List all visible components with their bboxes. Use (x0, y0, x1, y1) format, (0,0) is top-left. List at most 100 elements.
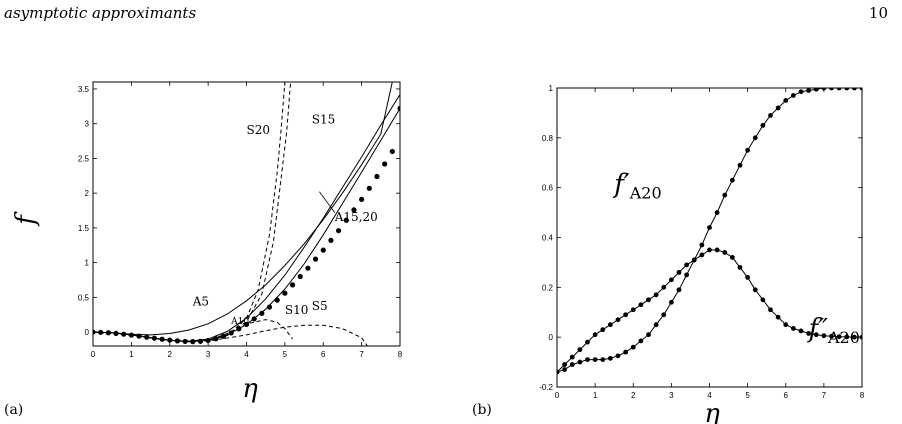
y-tick-label: 0.5 (78, 293, 90, 302)
data-point-f-a20 (783, 98, 789, 103)
data-point-numerical (351, 207, 357, 213)
data-point-f-a20 (653, 322, 659, 328)
data-point-numerical (397, 105, 400, 111)
data-point-f-a20 (714, 210, 720, 215)
data-point-numerical (136, 333, 142, 339)
data-point-numerical (374, 173, 380, 180)
data-point-numerical (266, 304, 273, 310)
data-point-numerical (105, 330, 111, 336)
data-point-f-a20 (745, 274, 751, 280)
data-point-f-a20 (760, 297, 766, 303)
data-point-numerical (213, 336, 219, 342)
data-point-f-a20 (592, 332, 598, 338)
data-point-numerical (320, 247, 326, 253)
data-point-numerical (305, 265, 311, 271)
x-tick-label: 4 (707, 391, 712, 400)
panel-a-chart: 0 1 2 3 4 5 6 7 8 0 0.5 1 1.5 2 2.5 3 3.5 η f (a) S20 S15 A15,… (4, 81, 403, 418)
page-number: 10 (868, 4, 888, 22)
x-tick-label: 0 (555, 391, 560, 400)
y-tick-label: 0.8 (542, 134, 554, 143)
x-tick-label: 2 (631, 391, 636, 400)
annotation-leader (319, 191, 336, 213)
data-point-f-a20 (813, 88, 819, 92)
data-point-f-a20 (859, 334, 862, 340)
data-point-numerical (251, 316, 257, 322)
curve-label: S10 (285, 303, 309, 317)
series-line-s20 (93, 82, 286, 341)
data-point-f-a20 (684, 272, 690, 278)
data-point-f-a20 (790, 93, 796, 98)
data-point-f-a20 (821, 333, 827, 339)
data-point-f-a20 (806, 88, 812, 93)
data-point-numerical (167, 337, 173, 343)
data-point-numerical (174, 338, 181, 344)
data-point-f-a20 (760, 122, 766, 128)
curve-label: A15,20 (334, 210, 378, 224)
data-point-f-a20 (562, 367, 568, 372)
curve-label: S15 (312, 113, 336, 127)
panel-b-chart: 0 1 2 3 4 5 6 7 8-0.200.20.40.60.81η(b)f′A20f″A2… (472, 84, 865, 424)
data-point-numerical (328, 237, 334, 243)
data-point-numerical (297, 273, 303, 280)
x-tick-label: 3 (206, 350, 211, 359)
data-point-f-a20 (600, 327, 606, 333)
data-point-numerical (236, 326, 242, 332)
data-point-f-a20 (844, 334, 850, 340)
x-tick-label: 4 (244, 350, 249, 359)
data-point-f-a20 (783, 322, 789, 328)
data-point-numerical (182, 338, 188, 345)
data-point-f-a20 (676, 269, 682, 275)
data-point-numerical (389, 148, 395, 155)
data-point-f-a20 (623, 349, 629, 355)
data-point-f-a20 (638, 338, 644, 344)
x-tick-label: 3 (669, 391, 674, 400)
data-point-f-a20 (569, 362, 575, 367)
y-tick-label: 3 (85, 120, 90, 129)
data-point-f-a20 (722, 250, 728, 255)
data-point-f-a20 (722, 192, 728, 198)
x-tick-label: 8 (860, 391, 865, 400)
data-point-f-a20 (768, 307, 773, 313)
data-point-f-a20 (829, 88, 834, 91)
data-point-f-a20 (851, 88, 857, 91)
data-point-f-a20 (798, 89, 804, 95)
series-line-s10 (93, 319, 294, 343)
y-tick-label: 1 (85, 259, 90, 268)
data-point-numerical (243, 321, 250, 328)
y-tick-label: 1 (549, 84, 554, 93)
data-point-numerical (220, 333, 227, 339)
x-tick-label: 6 (321, 350, 326, 359)
y-tick-label: -0.2 (539, 383, 553, 392)
data-point-f-a20 (684, 262, 690, 268)
data-point-f-a20 (775, 105, 781, 111)
y-tick-label: 0 (549, 333, 554, 342)
data-point-f-a20 (577, 347, 583, 353)
data-point-f-a20 (836, 88, 842, 91)
curve-label: f′A20 (612, 170, 661, 203)
data-point-f-a20 (607, 322, 613, 328)
data-point-f-a20 (798, 328, 804, 334)
data-point-f-a20 (813, 332, 819, 338)
data-point-f-a20 (737, 265, 743, 270)
data-point-f-a20 (653, 292, 659, 298)
curve-label: A10 (230, 317, 249, 327)
x-axis-label: η (242, 374, 258, 404)
data-point-numerical (121, 331, 127, 337)
y-tick-label: 1.5 (78, 224, 90, 233)
data-point-f-a20 (714, 247, 720, 253)
data-point-f-a20 (859, 88, 862, 91)
data-point-numerical (336, 228, 342, 234)
header-title: asymptotic approximants (4, 4, 197, 22)
data-point-numerical (151, 335, 157, 341)
data-point-f-a20 (707, 247, 712, 253)
data-point-f-a20 (737, 162, 743, 168)
data-point-numerical (312, 256, 319, 262)
y-tick-label: 0.4 (542, 234, 554, 243)
data-point-f-a20 (729, 177, 735, 183)
data-point-f-a20 (768, 113, 773, 118)
x-tick-label: 0 (91, 350, 96, 359)
x-tick-label: 1 (129, 350, 134, 359)
data-point-f-a20 (676, 287, 682, 293)
curve-label: A5 (192, 295, 209, 309)
data-point-f-a20 (638, 302, 644, 308)
